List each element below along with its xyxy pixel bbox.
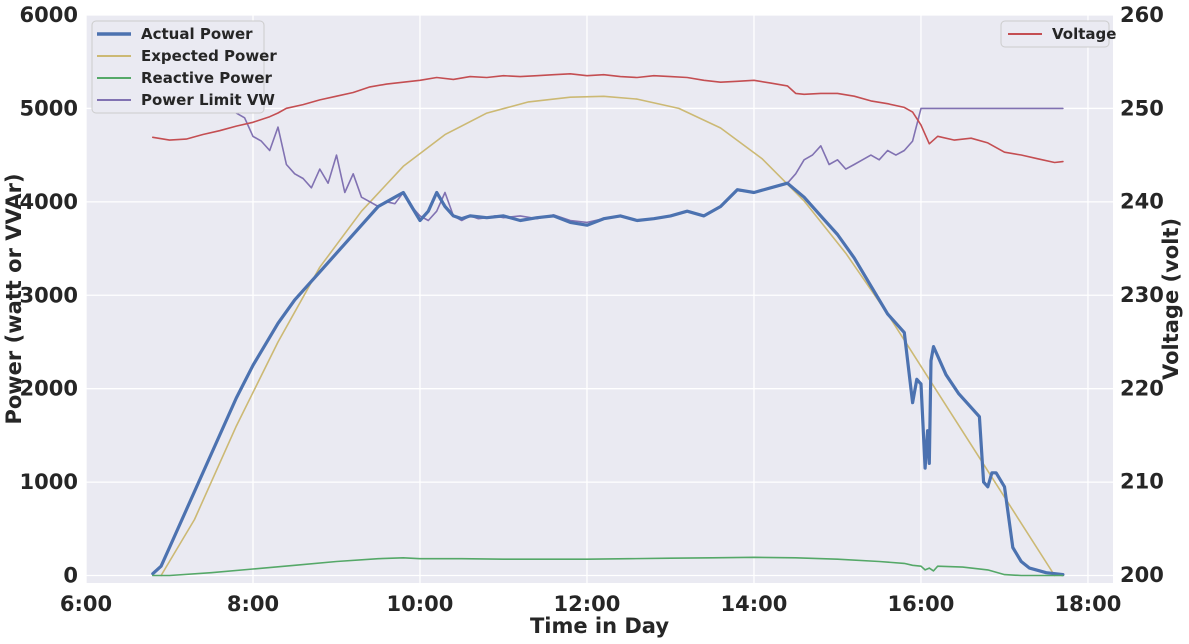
x-tick-label: 10:00 <box>387 592 454 616</box>
y-left-tick-label: 0 <box>63 564 78 588</box>
y-left-tick-label: 4000 <box>20 190 78 214</box>
tick-labels: 6:00 8:00 10:00 12:00 14:00 16:00 18:00 0 1000 20… <box>20 3 1164 616</box>
legend-label-actual-power: Actual Power <box>141 25 253 43</box>
legend-label-power-limit-vw: Power Limit VW <box>141 91 275 109</box>
series-line-voltage <box>152 73 1064 164</box>
legend-right-box <box>1000 20 1110 48</box>
x-tick-label: 14:00 <box>721 592 788 616</box>
legend-label-reactive-power: Reactive Power <box>141 69 273 87</box>
y-left-tick-label: 5000 <box>20 96 78 120</box>
legend-label-voltage: Voltage <box>1052 25 1116 43</box>
x-tick-label: 12:00 <box>554 592 621 616</box>
y-right-tick-label: 210 <box>1120 470 1164 494</box>
x-tick-label: 6:00 <box>60 592 112 616</box>
legend-right: Voltage <box>1000 20 1116 48</box>
y-left-tick-label: 1000 <box>20 470 78 494</box>
y-left-tick-label: 3000 <box>20 283 78 307</box>
legend-left: Actual Power Expected Power Reactive Power… <box>91 20 277 114</box>
legend-label-expected-power: Expected Power <box>141 47 277 65</box>
x-tick-label: 18:00 <box>1055 592 1122 616</box>
y-axis-left-title: Power (watt or VVAr) <box>2 173 26 424</box>
series-line-expected-power <box>160 95 1056 577</box>
y-left-tick-label: 2000 <box>20 377 78 401</box>
y-right-tick-label: 260 <box>1120 3 1164 27</box>
y-right-tick-label: 240 <box>1120 190 1164 214</box>
x-tick-label: 16:00 <box>888 592 955 616</box>
series-layer <box>151 73 1065 577</box>
x-tick-label: 8:00 <box>227 592 279 616</box>
series-line-reactive-power <box>152 556 1064 577</box>
x-axis-title: Time in Day <box>530 614 669 638</box>
y-right-tick-label: 250 <box>1120 96 1164 120</box>
y-right-tick-label: 220 <box>1120 376 1164 400</box>
y-axis-right-title: Voltage (volt) <box>1159 218 1183 380</box>
y-left-tick-label: 6000 <box>20 3 78 27</box>
y-right-tick-label: 230 <box>1120 283 1164 307</box>
series-line-actual-power <box>151 181 1065 577</box>
y-right-tick-label: 200 <box>1120 563 1164 587</box>
grid <box>85 14 1113 583</box>
legend-left-box <box>91 20 265 114</box>
